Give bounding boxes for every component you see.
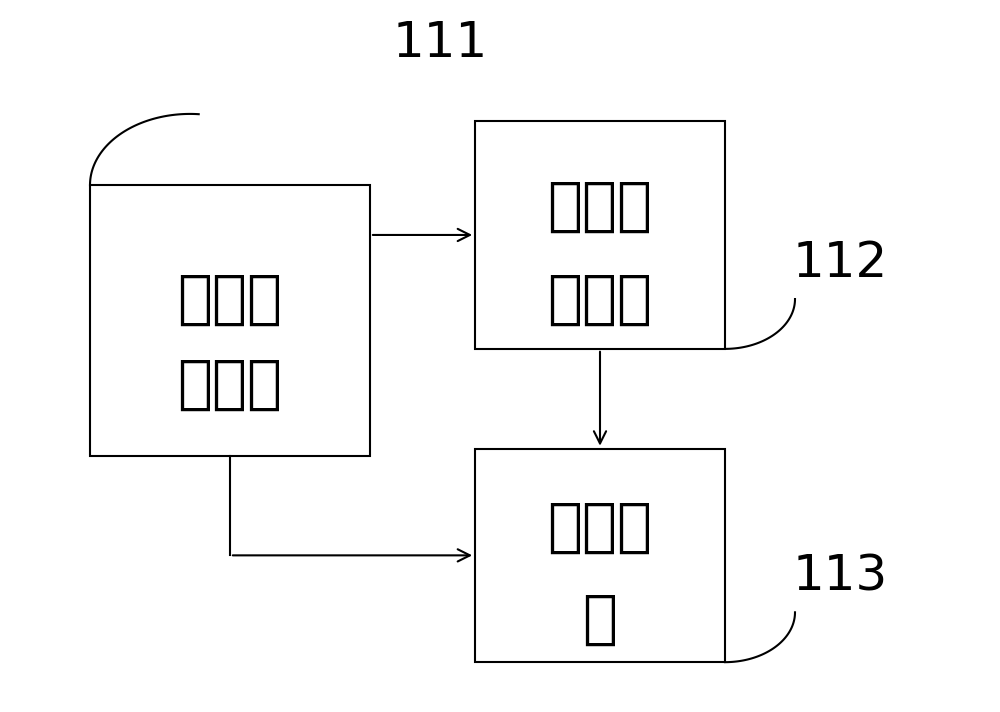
Text: 块: 块	[582, 591, 618, 648]
Text: 定标模: 定标模	[548, 498, 652, 555]
Text: 数据变: 数据变	[548, 178, 652, 235]
Text: 换模块: 换模块	[548, 271, 652, 328]
Text: 数据获: 数据获	[178, 271, 283, 328]
Text: 取模块: 取模块	[178, 356, 283, 413]
Text: 113: 113	[792, 553, 888, 601]
Bar	[90, 185, 370, 456]
Text: 111: 111	[392, 19, 488, 67]
Bar	[475, 449, 725, 662]
Text: 112: 112	[792, 239, 888, 288]
Bar	[475, 121, 725, 349]
